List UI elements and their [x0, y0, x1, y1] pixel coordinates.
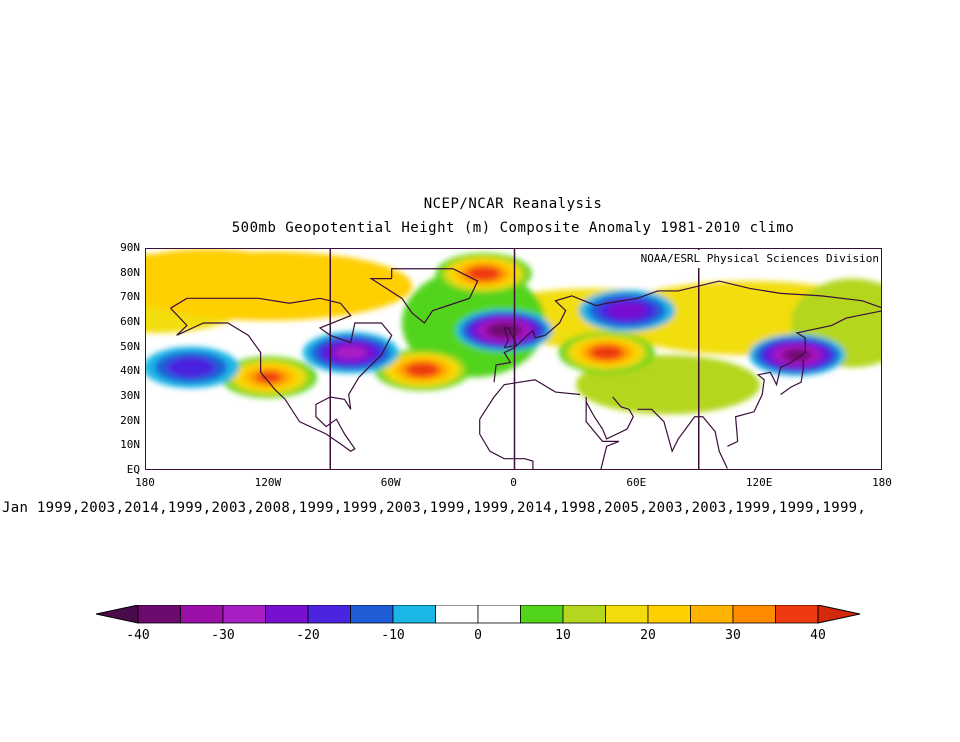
colorbar-label: -40 [126, 628, 150, 643]
composite-years-text: Jan 1999,2003,2014,1999,2003,2008,1999,1… [2, 500, 867, 516]
lat-label-60N: 60N [120, 315, 140, 328]
lat-label-90N: 90N [120, 241, 140, 254]
anomaly-center-8 [579, 289, 676, 332]
anomaly-center-2 [374, 349, 471, 391]
anomaly-center-5 [302, 331, 399, 374]
colorbar-swatch-8 [477, 605, 521, 624]
lon-label-0: 0 [510, 476, 517, 489]
colorbar-label: -30 [211, 628, 235, 643]
coastline-10 [503, 327, 518, 349]
lat-label-10N: 10N [120, 438, 140, 452]
colorbar-swatch-14 [732, 605, 776, 624]
anomaly-center-7 [146, 346, 240, 389]
colorbar-label: -20 [296, 628, 320, 643]
anomaly-center-3 [558, 331, 655, 374]
coastline-3 [479, 419, 534, 469]
lat-label-50N: 50N [120, 339, 140, 353]
colorbar-swatch-13 [690, 605, 734, 624]
lon-label-180: 180 [135, 476, 155, 489]
colorbar-swatch-5 [350, 605, 394, 624]
chart-subtitle: 500mb Geopotential Height (m) Composite … [231, 220, 795, 236]
lat-label-20N: 20N [120, 413, 140, 427]
colorbar-swatch-6 [392, 605, 436, 624]
colorbar-label: 20 [640, 628, 656, 643]
colorbar-swatch-11 [605, 605, 649, 624]
lon-label-60E: 60E [626, 476, 647, 489]
colorbar-swatch-7 [435, 605, 479, 624]
colorbar [96, 605, 861, 624]
anomaly-center-1 [220, 356, 317, 399]
anomaly-center-0 [435, 252, 532, 295]
coastline-1 [369, 268, 479, 324]
coastline-9 [780, 360, 804, 396]
colorbar-label: 40 [810, 628, 826, 643]
coastline-8 [727, 310, 881, 447]
colorbar-label: 0 [474, 628, 482, 643]
colorbar-swatch-10 [562, 605, 606, 624]
colorbar-swatch-15 [775, 605, 819, 624]
colorbar-swatch-12 [647, 605, 691, 624]
lon-label-120W: 120W [254, 476, 282, 489]
colorbar-swatch-9 [520, 605, 564, 624]
colorbar-label: 10 [555, 628, 571, 643]
lat-label-80N: 80N [120, 265, 140, 279]
credit-label: NOAA/ESRL Physical Sciences Division [593, 250, 881, 268]
coastline-2 [493, 280, 881, 383]
anomaly-map: NOAA/ESRL Physical Sciences Division [145, 248, 882, 470]
lat-label-EQ: EQ [126, 463, 140, 476]
coastline-4 [585, 397, 620, 469]
colorbar-left-arrow [96, 605, 139, 624]
colorbar-label: 30 [725, 628, 741, 643]
anomaly-map-svg [146, 249, 881, 469]
colorbar-swatch-1 [180, 605, 224, 624]
colorbar-right-arrow [817, 605, 861, 624]
coastline-6 [585, 396, 634, 440]
colorbar-swatch-2 [222, 605, 266, 624]
background-band-7 [146, 249, 290, 289]
lat-label-70N: 70N [120, 290, 140, 304]
colorbar-swatch-3 [265, 605, 309, 624]
coastline-7 [637, 408, 728, 469]
anomaly-center-6 [749, 334, 846, 376]
colorbar-swatch-4 [307, 605, 351, 624]
lat-label-30N: 30N [120, 389, 140, 402]
chart-title: NCEP/NCAR Reanalysis [423, 196, 603, 212]
anomaly-center-4 [456, 309, 553, 352]
lon-label-60W: 60W [380, 476, 401, 489]
colorbar-label: -10 [381, 628, 405, 643]
colorbar-swatch-0 [137, 605, 181, 624]
coastline-5 [479, 379, 581, 420]
lat-label-40N: 40N [120, 364, 140, 378]
lon-label-120E: 120E [745, 476, 773, 489]
lon-label-180: 180 [872, 476, 892, 489]
